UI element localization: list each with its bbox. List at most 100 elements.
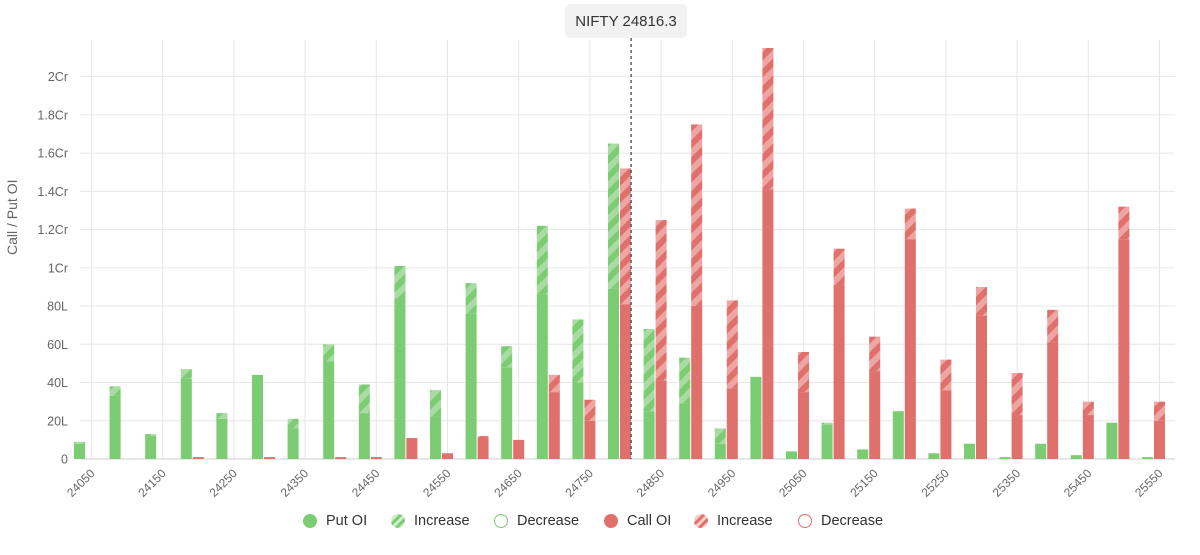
call-oi-bar[interactable] — [833, 285, 845, 459]
call-oi-increase-bar[interactable] — [584, 399, 596, 421]
put-oi-bar[interactable] — [1106, 422, 1118, 459]
call-oi-bar[interactable] — [726, 388, 738, 459]
put-oi-bar[interactable] — [145, 436, 157, 459]
call-oi-increase-bar[interactable] — [1118, 206, 1130, 240]
put-oi-increase-bar[interactable] — [180, 369, 192, 379]
legend-item-put-oi[interactable]: Put OI — [303, 510, 367, 532]
put-oi-bar[interactable] — [928, 453, 940, 459]
put-oi-bar[interactable] — [999, 457, 1011, 459]
call-oi-bar[interactable] — [691, 306, 703, 459]
call-oi-increase-bar[interactable] — [1011, 372, 1023, 416]
call-oi-bar[interactable] — [762, 189, 774, 460]
call-oi-bar[interactable] — [548, 392, 560, 459]
call-oi-increase-bar[interactable] — [798, 351, 809, 393]
call-oi-increase-bar[interactable] — [691, 124, 703, 307]
put-oi-bar[interactable] — [180, 378, 192, 459]
put-oi-bar[interactable] — [501, 367, 513, 459]
put-oi-bar[interactable] — [750, 376, 762, 459]
call-oi-increase-bar[interactable] — [1154, 401, 1165, 421]
call-oi-bar[interactable] — [1118, 239, 1130, 459]
put-oi-bar[interactable] — [572, 382, 584, 459]
put-oi-increase-bar[interactable] — [216, 413, 228, 419]
put-oi-increase-bar[interactable] — [109, 386, 121, 396]
call-oi-bar[interactable] — [477, 437, 489, 459]
put-oi-bar[interactable] — [252, 374, 263, 459]
call-oi-bar[interactable] — [904, 239, 916, 459]
call-oi-increase-bar[interactable] — [477, 436, 489, 438]
put-oi-bar[interactable] — [74, 443, 85, 459]
put-oi-bar[interactable] — [358, 413, 370, 459]
call-oi-bar[interactable] — [1011, 415, 1023, 459]
call-oi-bar[interactable] — [370, 457, 382, 459]
put-oi-bar[interactable] — [1070, 455, 1082, 459]
put-oi-increase-bar[interactable] — [74, 441, 85, 444]
put-oi-bar[interactable] — [1035, 443, 1047, 459]
put-oi-bar[interactable] — [679, 403, 691, 459]
call-oi-bar[interactable] — [655, 380, 667, 459]
call-oi-increase-bar[interactable] — [655, 220, 667, 381]
put-oi-bar[interactable] — [1142, 457, 1153, 459]
call-oi-increase-bar[interactable] — [548, 374, 560, 393]
call-oi-bar[interactable] — [1154, 420, 1165, 459]
put-oi-bar[interactable] — [714, 443, 726, 459]
put-oi-bar[interactable] — [536, 294, 548, 459]
put-oi-increase-bar[interactable] — [287, 418, 299, 429]
put-oi-bar[interactable] — [786, 451, 797, 459]
call-oi-bar[interactable] — [620, 304, 631, 459]
put-oi-increase-bar[interactable] — [394, 265, 406, 299]
put-oi-bar[interactable] — [608, 288, 619, 459]
call-oi-bar[interactable] — [442, 453, 453, 459]
put-oi-bar[interactable] — [109, 395, 121, 459]
call-oi-increase-bar[interactable] — [940, 359, 952, 391]
legend-item-call-decrease[interactable]: Decrease — [798, 510, 883, 532]
call-oi-bar[interactable] — [335, 457, 347, 459]
legend-item-put-increase[interactable]: Increase — [391, 510, 470, 532]
put-oi-bar[interactable] — [857, 449, 869, 459]
call-oi-bar[interactable] — [406, 437, 418, 459]
put-oi-increase-bar[interactable] — [608, 143, 619, 289]
put-oi-increase-bar[interactable] — [714, 428, 726, 444]
call-oi-bar[interactable] — [798, 392, 809, 459]
put-oi-increase-bar[interactable] — [358, 384, 370, 414]
put-oi-bar[interactable] — [892, 411, 904, 459]
put-oi-bar[interactable] — [821, 424, 833, 459]
put-oi-increase-bar[interactable] — [679, 357, 691, 404]
put-oi-increase-bar[interactable] — [465, 283, 477, 314]
put-oi-bar[interactable] — [394, 298, 406, 459]
call-oi-increase-bar[interactable] — [1047, 309, 1059, 343]
call-oi-increase-bar[interactable] — [620, 168, 631, 305]
call-oi-bar[interactable] — [264, 457, 275, 459]
call-oi-bar[interactable] — [940, 390, 952, 459]
put-oi-increase-bar[interactable] — [501, 346, 513, 368]
put-oi-increase-bar[interactable] — [323, 344, 335, 362]
call-oi-bar[interactable] — [584, 420, 596, 459]
put-oi-bar[interactable] — [430, 416, 441, 459]
call-oi-increase-bar[interactable] — [976, 286, 987, 316]
call-oi-increase-bar[interactable] — [762, 48, 774, 190]
put-oi-bar[interactable] — [287, 428, 299, 459]
call-oi-increase-bar[interactable] — [1082, 401, 1094, 416]
put-oi-increase-bar[interactable] — [145, 434, 157, 437]
call-oi-increase-bar[interactable] — [904, 208, 916, 240]
put-oi-increase-bar[interactable] — [821, 422, 833, 425]
call-oi-bar[interactable] — [869, 371, 881, 459]
put-oi-increase-bar[interactable] — [430, 390, 441, 417]
call-oi-increase-bar[interactable] — [833, 248, 845, 286]
put-oi-increase-bar[interactable] — [572, 319, 584, 383]
call-oi-bar[interactable] — [192, 457, 204, 459]
call-oi-bar[interactable] — [1082, 415, 1094, 459]
put-oi-bar[interactable] — [216, 418, 228, 459]
legend-item-call-oi[interactable]: Call OI — [604, 510, 671, 532]
call-oi-bar[interactable] — [976, 315, 987, 459]
legend-item-put-decrease[interactable]: Decrease — [494, 510, 579, 532]
put-oi-increase-bar[interactable] — [536, 225, 548, 295]
put-oi-bar[interactable] — [323, 361, 335, 459]
put-oi-increase-bar[interactable] — [643, 329, 655, 412]
call-oi-increase-bar[interactable] — [869, 336, 881, 372]
call-oi-bar[interactable] — [1047, 342, 1059, 459]
call-oi-bar[interactable] — [513, 439, 525, 459]
put-oi-bar[interactable] — [964, 443, 975, 459]
put-oi-bar[interactable] — [643, 411, 655, 459]
call-oi-increase-bar[interactable] — [726, 300, 738, 389]
legend-item-call-increase[interactable]: Increase — [694, 510, 773, 532]
